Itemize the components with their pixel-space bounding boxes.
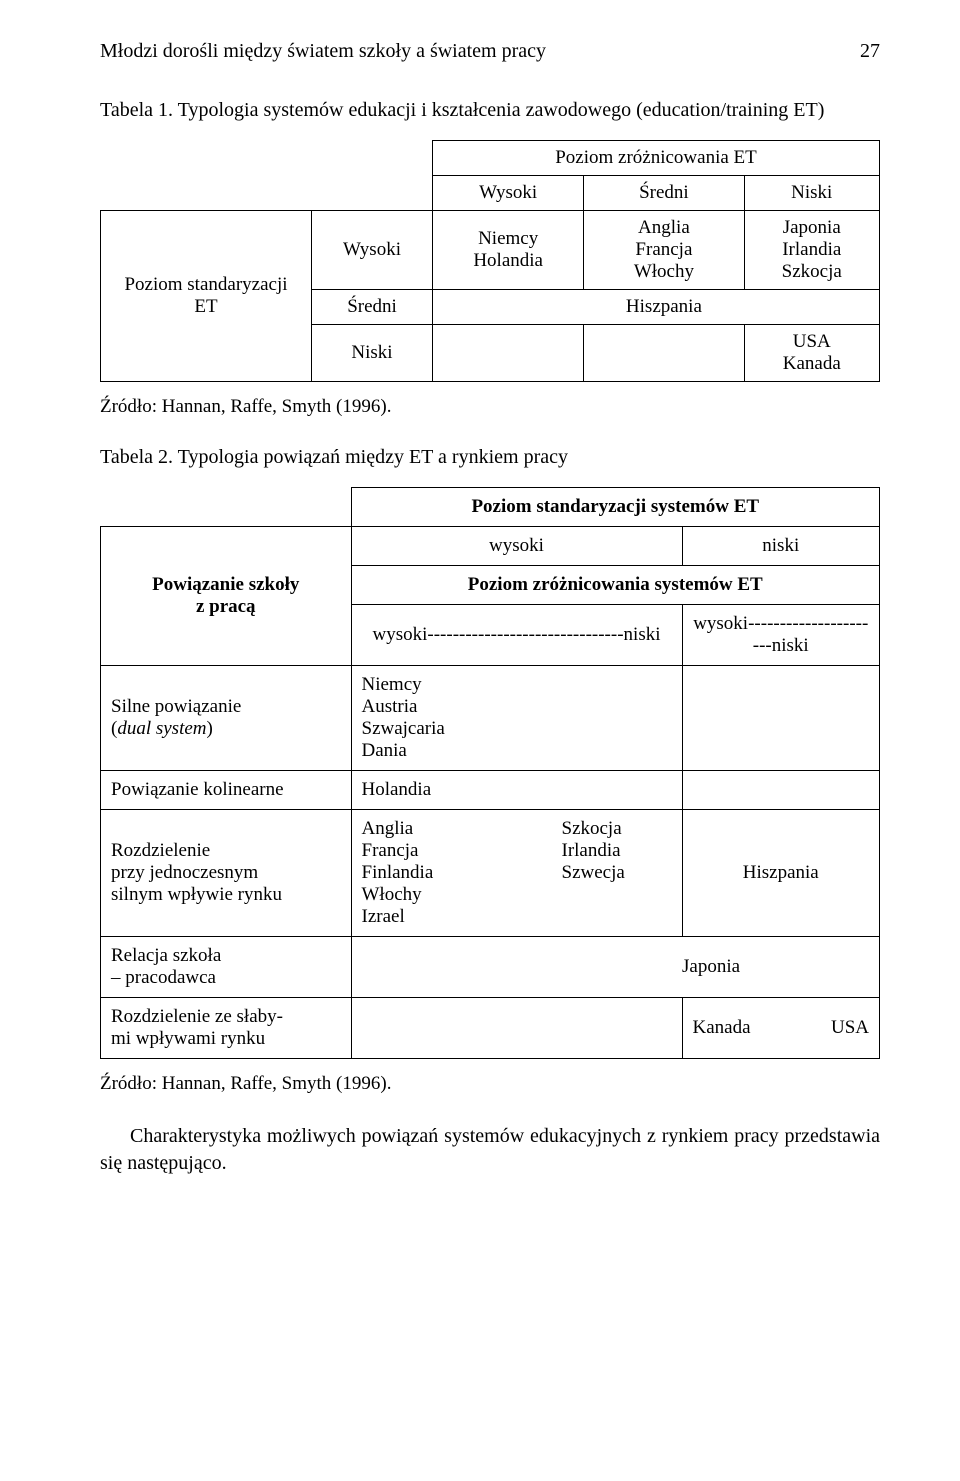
- table1-r2c3: [744, 290, 879, 325]
- table2-r1-label: Silne powiązanie (dual system): [101, 666, 352, 771]
- table2-r3-label: Rozdzielenie przy jednoczesnym silnym wp…: [101, 810, 352, 937]
- page-container: Młodzi dorośli między światem szkoły a ś…: [0, 0, 960, 1257]
- table2-rowheader: Powiązanie szkoły z pracą: [101, 527, 352, 666]
- page-number: 27: [860, 40, 880, 63]
- table2-caption-label: Tabela 2.: [100, 446, 178, 468]
- running-head: Młodzi dorośli między światem szkoły a ś…: [100, 40, 880, 63]
- table2-row2: Powiązanie kolinearne Holandia: [101, 771, 880, 810]
- table2-r4-mid-left: [351, 937, 682, 998]
- table2: Poziom standaryzacji systemów ET Powiąza…: [100, 487, 880, 1059]
- table2-h4-right: wysoki----------------------niski: [682, 605, 880, 666]
- table2-source: Źródło: Hannan, Raffe, Smyth (1996).: [100, 1073, 880, 1095]
- table1-col1: Wysoki: [433, 176, 584, 211]
- table2-header3: Poziom zróżnicowania systemów ET: [351, 566, 880, 605]
- table1-row1-label: Wysoki: [312, 211, 433, 290]
- table2-r3-mid: Anglia Francja Finlandia Włochy Izrael S…: [351, 810, 682, 937]
- table2-r5-right: Kanada USA: [682, 998, 880, 1059]
- table1-source: Źródło: Hannan, Raffe, Smyth (1996).: [100, 396, 880, 418]
- table2-caption-text: Typologia powiązań między ET a rynkiem p…: [178, 446, 568, 468]
- table1: Poziom zróżnicowania ET Wysoki Średni Ni…: [100, 140, 880, 382]
- table2-r5-kanada: Kanada: [693, 1017, 751, 1038]
- table2-h4-left: wysoki-------------------------------nis…: [351, 605, 682, 666]
- table1-colgroup-header: Poziom zróżnicowania ET: [433, 141, 880, 176]
- table2-row4: Relacja szkoła – pracodawca Japonia: [101, 937, 880, 998]
- table2-header1: Poziom standaryzacji systemów ET: [351, 488, 880, 527]
- table2-head2: Powiązanie szkoły z pracą wysoki niski: [101, 527, 880, 566]
- table2-r1-label-text: Silne powiązanie (dual system): [111, 696, 241, 739]
- table1-row2-label: Średni: [312, 290, 433, 325]
- table2-r1-c1: Niemcy Austria Szwajcaria Dania: [351, 666, 682, 771]
- table1-caption-label: Tabela 1.: [100, 99, 178, 121]
- running-head-title: Młodzi dorośli między światem szkoły a ś…: [100, 40, 546, 63]
- table1-r3c2: [584, 325, 744, 382]
- table1-col2: Średni: [584, 176, 744, 211]
- table1-caption-text: Typologia systemów edukacji i kształceni…: [178, 99, 825, 121]
- table2-r4-label: Relacja szkoła – pracodawca: [101, 937, 352, 998]
- table1-row3-label: Niski: [312, 325, 433, 382]
- table1-r2c2: Hiszpania: [584, 290, 744, 325]
- table2-r2-c1: Holandia: [351, 771, 682, 810]
- table2-row5: Rozdzielenie ze słaby- mi wpływami rynku…: [101, 998, 880, 1059]
- table1-caption: Tabela 1. Typologia systemów edukacji i …: [100, 99, 880, 122]
- table2-r3-right: Hiszpania: [682, 810, 880, 937]
- table2-r3-col2: Szkocja Irlandia Szwecja: [562, 818, 625, 928]
- table2-row1: Silne powiązanie (dual system) Niemcy Au…: [101, 666, 880, 771]
- table2-h2-left: wysoki: [351, 527, 682, 566]
- table2-r3-pair: Anglia Francja Finlandia Włochy Izrael S…: [362, 818, 672, 928]
- table2-row3: Rozdzielenie przy jednoczesnym silnym wp…: [101, 810, 880, 937]
- table1-row-colheads: Wysoki Średni Niski: [101, 176, 880, 211]
- table1-blank-tl: [101, 141, 433, 176]
- table2-r2-c2: [682, 771, 880, 810]
- table2-head1: Poziom standaryzacji systemów ET: [101, 488, 880, 527]
- table1-col3: Niski: [744, 176, 879, 211]
- table2-r5-usa: USA: [831, 1017, 869, 1039]
- table2-r3-col1: Anglia Francja Finlandia Włochy Izrael: [362, 818, 512, 928]
- table2-h2-right: niski: [682, 527, 880, 566]
- table2-r4-mid: Japonia: [682, 937, 880, 998]
- table1-row1: Poziom standaryzacji ET Wysoki Niemcy Ho…: [101, 211, 880, 290]
- table1-r3c1: [433, 325, 584, 382]
- table1-r3c3: USA Kanada: [744, 325, 879, 382]
- table2-r2-label: Powiązanie kolinearne: [101, 771, 352, 810]
- table2-r5-label: Rozdzielenie ze słaby- mi wpływami rynku: [101, 998, 352, 1059]
- body-paragraph: Charakterystyka możliwych powiązań syste…: [100, 1123, 880, 1177]
- table1-blank-tl2: [101, 176, 433, 211]
- table1-r1c1: Niemcy Holandia: [433, 211, 584, 290]
- table1-r1c2: Anglia Francja Włochy: [584, 211, 744, 290]
- table2-r1-c2: [682, 666, 880, 771]
- table2-r5-mid: [351, 998, 682, 1059]
- table1-rowgroup-header: Poziom standaryzacji ET: [101, 211, 312, 382]
- table1-row-colgroup: Poziom zróżnicowania ET: [101, 141, 880, 176]
- table2-caption: Tabela 2. Typologia powiązań między ET a…: [100, 446, 880, 469]
- table2-blank-tl: [101, 488, 352, 527]
- table1-r1c3: Japonia Irlandia Szkocja: [744, 211, 879, 290]
- table1-r2c1: [433, 290, 584, 325]
